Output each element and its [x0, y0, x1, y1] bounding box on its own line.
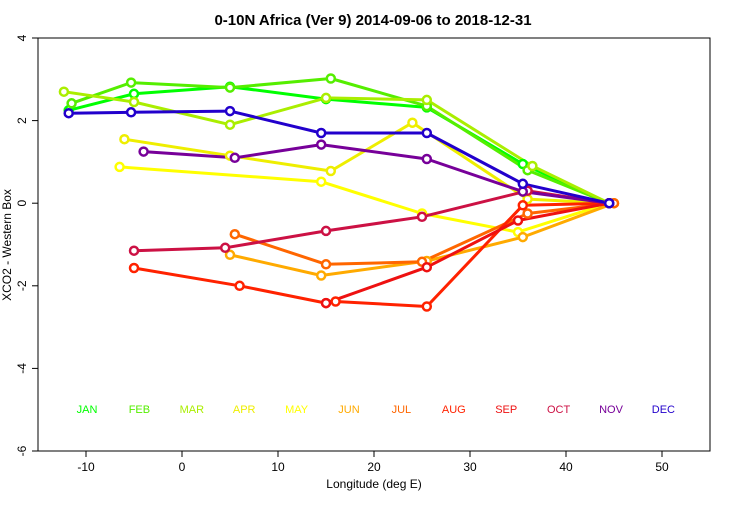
- legend-entry-jan: JAN: [77, 404, 98, 416]
- data-point-oct: [219, 242, 231, 254]
- series-line-apr: [122, 121, 611, 205]
- data-point-mar: [58, 86, 70, 97]
- chart-title: 0-10N Africa (Ver 9) 2014-09-06 to 2018-…: [214, 12, 531, 29]
- series-line-nov: [142, 143, 611, 205]
- data-point-jan: [128, 88, 140, 100]
- data-point-jul: [522, 208, 533, 219]
- data-point-jul: [229, 228, 241, 240]
- x-tick-label: 10: [271, 460, 285, 474]
- legend-entry-mar: MAR: [180, 404, 205, 416]
- data-point-nov: [229, 152, 241, 164]
- legend-entry-jun: JUN: [338, 404, 359, 416]
- x-tick-label: 40: [559, 460, 573, 474]
- data-point-oct: [128, 245, 140, 256]
- data-point-aug: [128, 262, 140, 274]
- data-point-nov: [138, 146, 149, 157]
- data-point-aug: [234, 280, 245, 292]
- data-point-nov: [421, 153, 433, 165]
- x-tick-label: -10: [77, 460, 95, 474]
- legend-entry-oct: OCT: [547, 404, 571, 416]
- legend-entry-sep: SEP: [495, 404, 517, 416]
- data-point-aug: [330, 296, 341, 307]
- x-tick-label: 20: [367, 460, 381, 474]
- legend-entry-apr: APR: [233, 404, 256, 416]
- data-point-dec: [421, 127, 433, 139]
- data-point-jun: [517, 231, 529, 243]
- series-line-sep: [324, 201, 611, 305]
- legend: JAN FEB MAR APR MAY JUN JUL AUG SEP OCT NOV DEC: [77, 404, 675, 416]
- data-point-dec: [125, 107, 137, 118]
- legend-entry-nov: NOV: [599, 404, 624, 416]
- legend-entry-dec: DEC: [652, 404, 675, 416]
- legend-entry-feb: FEB: [129, 404, 150, 416]
- data-point-oct: [320, 225, 332, 237]
- data-point-may: [315, 176, 327, 187]
- x-axis-label: Longitude (deg E): [326, 477, 421, 491]
- data-point-apr: [325, 165, 337, 177]
- y-tick-label: 2: [15, 117, 29, 124]
- data-point-sep: [421, 261, 433, 273]
- data-point-dec: [603, 197, 615, 209]
- data-point-nov: [315, 139, 327, 150]
- data-point-oct: [416, 211, 428, 223]
- y-tick-label: 0: [15, 200, 29, 207]
- y-tick-label: -2: [15, 280, 29, 291]
- data-point-aug: [421, 301, 433, 312]
- data-point-feb: [66, 98, 77, 109]
- data-point-jul: [320, 259, 332, 270]
- x-tick-label: 0: [179, 460, 186, 474]
- data-point-mar: [421, 94, 433, 106]
- y-tick-label: -6: [15, 445, 29, 456]
- data-point-mar: [128, 96, 140, 108]
- data-point-sep: [512, 215, 524, 226]
- legend-entry-may: MAY: [285, 404, 309, 416]
- data-point-sep: [320, 297, 332, 309]
- data-point-mar: [224, 119, 236, 130]
- data-point-aug: [517, 200, 529, 211]
- x-tick-label: 30: [463, 460, 477, 474]
- axes-group: -10 0 10 20 30 40 50 -6 -4 -2 0 2 4: [15, 34, 669, 474]
- data-point-feb: [125, 77, 137, 88]
- series-line-aug: [132, 201, 611, 308]
- y-tick-label: 4: [15, 34, 29, 41]
- y-tick-label: -4: [15, 363, 29, 374]
- data-point-jun: [224, 249, 236, 261]
- data-point-feb: [224, 82, 236, 93]
- data-point-jun: [315, 270, 327, 281]
- data-point-dec: [224, 105, 236, 117]
- series-points: [58, 73, 620, 312]
- data-point-apr: [407, 117, 418, 128]
- data-point-dec: [517, 178, 529, 190]
- data-point-may: [114, 161, 125, 173]
- legend-entry-jul: JUL: [392, 404, 412, 416]
- data-point-mar: [527, 160, 538, 172]
- data-point-mar: [320, 92, 332, 104]
- y-axis-label: XCO2 - Western Box: [0, 189, 14, 301]
- data-point-feb: [325, 73, 337, 84]
- data-point-dec: [315, 127, 327, 139]
- legend-entry-aug: AUG: [442, 404, 466, 416]
- x-tick-label: 50: [655, 460, 669, 474]
- data-point-apr: [119, 133, 130, 145]
- data-point-dec: [63, 107, 74, 119]
